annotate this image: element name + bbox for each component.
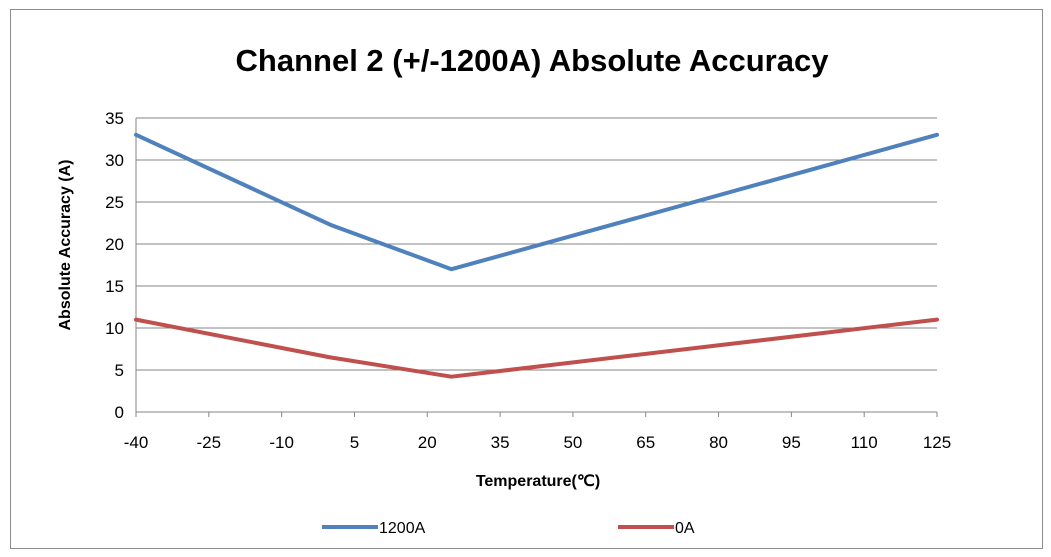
gridlines	[136, 117, 937, 371]
y-tick-labels: 0 5 10 15 20 25 30 35	[105, 109, 124, 422]
y-tick-label: 30	[105, 151, 124, 170]
series-lines	[134, 132, 939, 379]
x-tick-label: 125	[923, 433, 951, 452]
x-axis-label: Temperature(℃)	[476, 473, 600, 490]
y-axis-label: Absolute Accuracy (A)	[57, 160, 74, 331]
y-tick-label: 5	[115, 361, 124, 380]
legend-label-0a: 0A	[675, 520, 695, 537]
series-line-0a	[134, 317, 939, 379]
x-tick-label: 110	[851, 433, 878, 452]
x-tick-label: 5	[350, 433, 359, 452]
legend-label-1200a: 1200A	[379, 520, 426, 537]
x-tick-labels: -40 -25 -10 5 20 35 50 65 80 95 110 125	[124, 433, 951, 452]
x-tick-label: 35	[491, 433, 510, 452]
y-tick-label: 0	[115, 403, 124, 422]
x-tick-label: 95	[782, 433, 801, 452]
x-tick-label: 80	[709, 433, 728, 452]
axes	[135, 118, 938, 417]
series-line-1200a	[134, 132, 939, 272]
y-tick-label: 35	[105, 109, 124, 128]
x-tick-label: 65	[636, 433, 655, 452]
y-tick-label: 25	[105, 193, 124, 212]
x-tick-label: -40	[124, 433, 149, 452]
x-tick-label: 50	[563, 433, 582, 452]
y-tick-label: 20	[105, 235, 124, 254]
x-tick-label: -25	[197, 433, 222, 452]
chart-title: Channel 2 (+/-1200A) Absolute Accuracy	[236, 43, 830, 78]
x-tick-label: 20	[418, 433, 437, 452]
legend: 1200A 0A	[322, 520, 695, 537]
chart-frame	[10, 9, 1043, 549]
y-tick-label: 15	[105, 277, 124, 296]
x-tick-label: -10	[269, 433, 294, 452]
y-tick-label: 10	[105, 319, 124, 338]
